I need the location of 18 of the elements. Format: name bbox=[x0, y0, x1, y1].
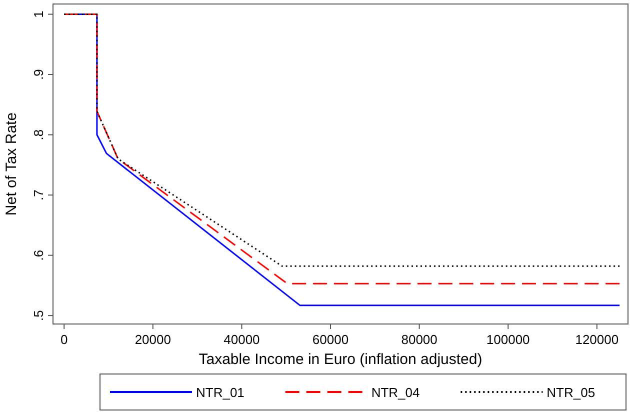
x-tick-label: 40000 bbox=[224, 332, 260, 347]
y-tick-label: 1 bbox=[31, 10, 46, 18]
legend-label: NTR_05 bbox=[546, 385, 596, 400]
y-tick-label: .7 bbox=[31, 190, 46, 200]
legend-label: NTR_04 bbox=[371, 385, 420, 400]
x-tick-label: 0 bbox=[60, 332, 68, 347]
x-tick-label: 60000 bbox=[312, 332, 349, 347]
x-axis-title: Taxable Income in Euro (inflation adjusted) bbox=[198, 351, 482, 368]
y-tick-label: .5 bbox=[31, 310, 46, 321]
y-axis-title: Net of Tax Rate bbox=[3, 112, 20, 216]
y-tick-label: .6 bbox=[31, 250, 46, 261]
legend-label: NTR_01 bbox=[196, 385, 244, 400]
y-tick-label: .9 bbox=[31, 69, 46, 80]
x-tick-label: 120000 bbox=[575, 332, 619, 347]
x-tick-label: 20000 bbox=[134, 332, 171, 347]
x-tick-label: 80000 bbox=[401, 332, 438, 347]
x-tick-label: 100000 bbox=[486, 332, 530, 347]
y-tick-label: .8 bbox=[31, 129, 46, 140]
